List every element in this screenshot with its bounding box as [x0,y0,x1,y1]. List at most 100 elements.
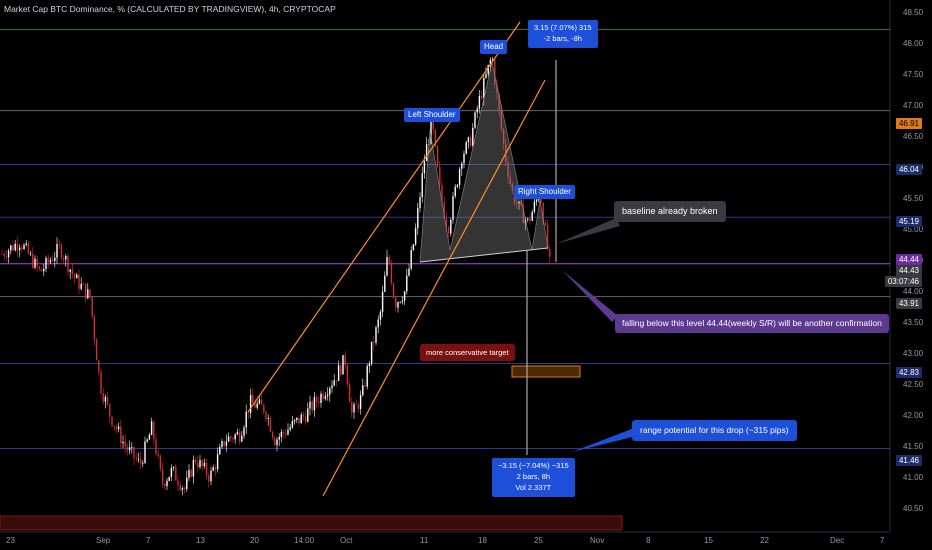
candle-body [351,402,353,413]
symbol-title[interactable]: Market Cap BTC Dominance, % (CALCULATED … [4,4,336,14]
time-axis-label: 23 [6,536,15,545]
time-axis-label: 11 [420,536,429,545]
candle-body [177,480,179,486]
time-axis-label: 13 [196,536,205,545]
target-zone [511,365,581,378]
candle-body [91,297,93,317]
candle-body [335,380,338,382]
candle-body [71,269,74,274]
time-axis-label: 15 [704,536,713,545]
candle-body [238,432,241,442]
price-axis-label: 42.00 [903,411,924,420]
candle-body [82,283,85,285]
candle-body [419,197,421,209]
candle-body [342,355,344,375]
candle-body [357,404,360,409]
candle-body [115,426,118,430]
candle-body [392,283,395,298]
candle-body [27,243,30,254]
candle-body [377,319,379,328]
candle-body [346,365,349,385]
candle-body [245,411,247,428]
falling-note: falling below this level 44.44(weekly S/… [615,314,889,333]
candle-body [337,365,340,381]
measure-up-line2: -2 bars, -8h [543,33,582,43]
candle-body [329,388,331,395]
price-axis-label: 41.00 [903,473,924,482]
candle-body [447,227,450,234]
candle-body [113,425,115,427]
candle-body [230,436,232,438]
candle-body [322,393,324,399]
candle-body [133,446,135,459]
candle-body [76,274,78,279]
candle-body [210,470,212,482]
candle-body [502,129,505,144]
candle-body [172,466,175,468]
candle-body [188,470,190,478]
candle-body [109,404,111,417]
candle-body [34,258,36,268]
candle-body [417,208,419,229]
candle-body [148,435,151,440]
candle-body [139,458,142,464]
candle-body [69,269,71,272]
candle-body [241,435,243,442]
price-axis-label: 42.50 [903,380,924,389]
candle-body [197,462,199,468]
candle-body [516,202,518,204]
candle-body [58,244,60,245]
candle-body [430,120,432,145]
candle-body [40,269,43,272]
candle-body [100,371,102,394]
measure-up-box: 3.15 (7.07%) 315 -2 bars, -8h [528,20,598,48]
candle-body [21,247,23,250]
candle-body [434,129,437,147]
candle-body [320,393,322,404]
candle-body [293,420,296,422]
candle-body [95,339,98,361]
candle-body [146,439,148,442]
price-axis-label: 48.50 [903,8,924,17]
candle-body [150,421,153,436]
candle-body [126,446,129,451]
candle-body [282,431,285,434]
time-axis-label: 25 [534,536,543,545]
candle-body [344,355,346,366]
candle-body [318,401,320,404]
price-axis-label: 45.50 [903,194,924,203]
candle-body [494,59,496,85]
candle-body [408,268,410,276]
candle-body [326,394,329,397]
price-axis-label: 47.50 [903,70,924,79]
candle-body [313,397,316,411]
time-axis-label: 7 [146,536,151,545]
candle-body [208,475,210,482]
candle-body [166,480,168,487]
time-axis-label: 8 [646,536,651,545]
candle-body [549,248,551,258]
candle-body [443,201,445,218]
candle-body [276,439,278,446]
head-label: Head [480,40,508,54]
candle-body [128,447,131,451]
candle-body [124,441,126,447]
candle-body [423,161,426,174]
candle-body [175,466,177,481]
price-axis-label: 48.00 [903,39,924,48]
measure-down-line3: Vol 2.337T [515,482,552,492]
candle-body [153,421,155,440]
candle-body [333,380,335,386]
candle-body [93,316,96,340]
candle-body [500,110,503,130]
candle-body [463,153,465,164]
candle-body [32,253,34,268]
candle-body [234,434,236,440]
candle-body [527,218,529,220]
candle-body [364,385,366,387]
candle-body [7,250,10,258]
candle-body [120,426,122,444]
candle-body [300,414,302,424]
